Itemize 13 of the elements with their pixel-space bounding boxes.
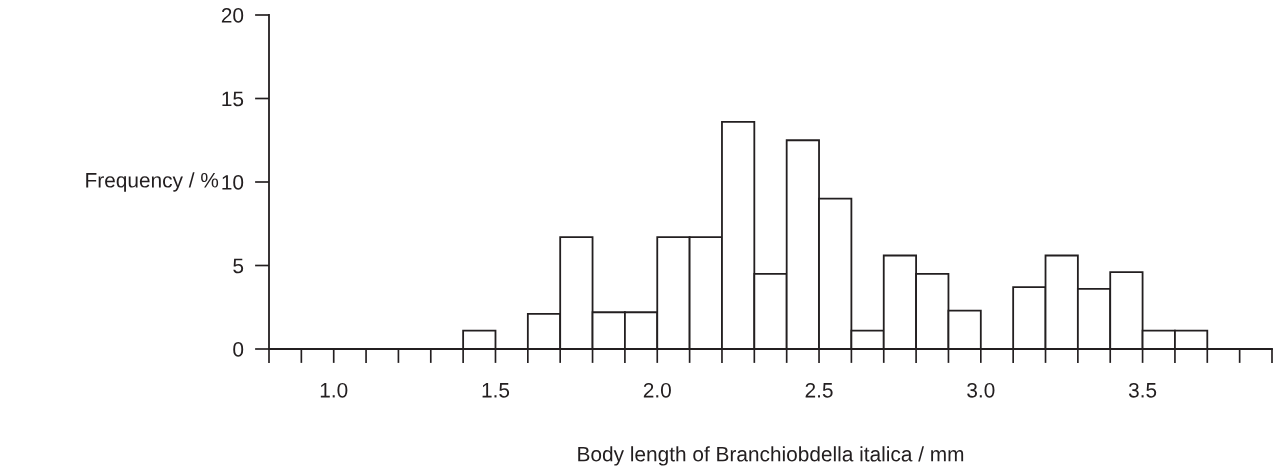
x-tick-label: 1.0	[320, 382, 348, 398]
x-tick-label: 2.0	[643, 382, 671, 398]
y-axis-title: Frequency / %	[86, 172, 219, 192]
y-tick-label: 10	[222, 175, 244, 190]
x-axis-title: Body length of Branchiobdella italica / mm	[578, 446, 964, 466]
y-tick-label: 20	[221, 8, 244, 23]
x-tick-label: 2.5	[805, 382, 833, 398]
y-tick-label: 5	[233, 258, 244, 274]
x-tick-label: 3.0	[967, 382, 995, 398]
y-tick-label: 15	[222, 91, 244, 107]
y-tick-label: 0	[233, 342, 244, 357]
x-tick-label: 1.5	[482, 383, 510, 398]
x-tick-label: 3.5	[1128, 382, 1157, 398]
